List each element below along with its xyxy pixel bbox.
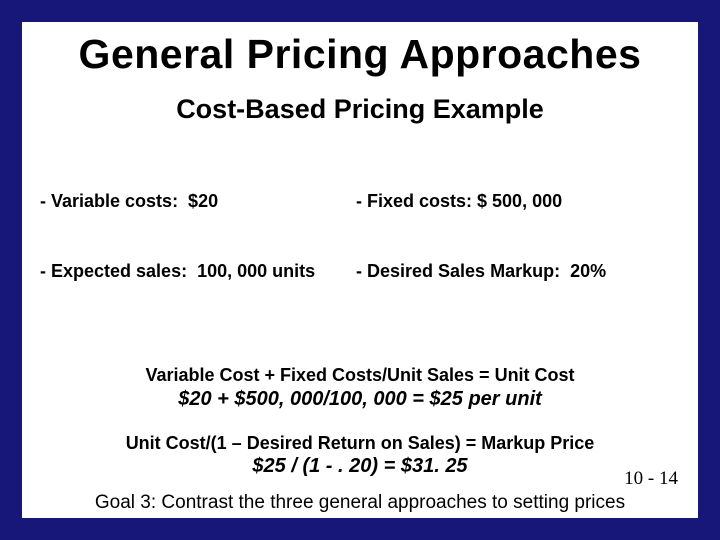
markup-price-formula-label: Unit Cost/(1 – Desired Return on Sales) … [40, 432, 680, 455]
costs-right-column: - Fixed costs: $ 500, 000 - Desired Sale… [356, 143, 680, 330]
unit-cost-formula-label: Variable Cost + Fixed Costs/Unit Sales =… [40, 364, 680, 387]
page-number: 10 - 14 [624, 468, 678, 490]
slide-subtitle: Cost-Based Pricing Example [40, 94, 680, 125]
costs-row: - Variable costs: $20 - Expected sales: … [40, 143, 680, 330]
fixed-costs-line: - Fixed costs: $ 500, 000 [356, 190, 680, 213]
slide-content: General Pricing Approaches Cost-Based Pr… [22, 22, 698, 518]
variable-costs-line: - Variable costs: $20 [40, 190, 356, 213]
markup-price-formula-calc: $25 / (1 - . 20) = $31. 25 [40, 454, 680, 479]
costs-left-column: - Variable costs: $20 - Expected sales: … [40, 143, 356, 330]
markup-price-formula: Unit Cost/(1 – Desired Return on Sales) … [40, 432, 680, 480]
goal-text: Goal 3: Contrast the three general appro… [22, 492, 698, 514]
expected-sales-line: - Expected sales: 100, 000 units [40, 260, 356, 283]
desired-markup-line: - Desired Sales Markup: 20% [356, 260, 680, 283]
unit-cost-formula-calc: $20 + $500, 000/100, 000 = $25 per unit [40, 387, 680, 412]
unit-cost-formula: Variable Cost + Fixed Costs/Unit Sales =… [40, 364, 680, 412]
slide-title: General Pricing Approaches [40, 32, 680, 76]
